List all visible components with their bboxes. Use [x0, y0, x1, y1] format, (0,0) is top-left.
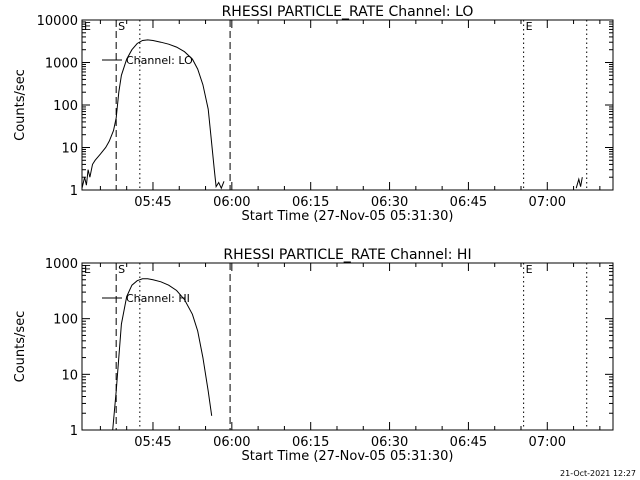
marker-label: E: [84, 263, 91, 276]
x-tick-label: 06:45: [450, 195, 487, 210]
y-axis-label: Counts/sec: [13, 311, 28, 383]
x-tick-label: 06:45: [450, 435, 487, 450]
marker-label: E: [84, 20, 91, 33]
x-tick-label: 06:15: [292, 435, 329, 450]
plot-frame: [81, 262, 614, 431]
y-tick-label: 1000: [45, 57, 78, 72]
footer-timestamp: 21-Oct-2021 12:27: [560, 469, 636, 478]
x-axis-label: Start Time (27-Nov-05 05:31:30): [242, 449, 454, 464]
y-tick-label: 10: [61, 368, 78, 383]
chart-panel-0: RHESSI PARTICLE_RATE Channel: LO 1 10 100 10…: [13, 4, 614, 224]
x-tick-label: 06:30: [371, 435, 408, 450]
x-tick-label: 05:45: [134, 435, 171, 450]
marker-label: S: [118, 20, 125, 33]
y-tick-label: 10000: [37, 14, 78, 29]
x-tick-label: 07:00: [529, 435, 566, 450]
series-line: [112, 278, 213, 431]
x-tick-label: 07:00: [529, 195, 566, 210]
series-line: [81, 39, 225, 190]
marker-label: S: [118, 263, 125, 276]
plot-frame: [81, 19, 614, 191]
chart-panel-1: RHESSI PARTICLE_RATE Channel: HI 1 10 100 10…: [13, 247, 614, 464]
chart-title: RHESSI PARTICLE_RATE Channel: HI: [223, 247, 471, 263]
legend-label: Channel: LO: [126, 54, 193, 67]
x-tick-label: 06:15: [292, 195, 329, 210]
marker-label: E: [526, 263, 533, 276]
series-line: [575, 177, 583, 189]
y-tick-label: 1: [70, 424, 78, 439]
y-tick-label: 10: [61, 142, 78, 157]
marker-label: E: [526, 20, 533, 33]
chart-title: RHESSI PARTICLE_RATE Channel: LO: [222, 4, 474, 20]
x-tick-label: 06:00: [213, 195, 250, 210]
x-tick-label: 05:45: [134, 195, 171, 210]
y-tick-label: 100: [53, 313, 78, 328]
y-tick-label: 1000: [45, 257, 78, 272]
x-tick-label: 06:30: [371, 195, 408, 210]
x-axis-label: Start Time (27-Nov-05 05:31:30): [242, 209, 454, 224]
y-tick-label: 100: [53, 99, 78, 114]
y-axis-label: Counts/sec: [13, 69, 28, 141]
x-tick-label: 06:00: [213, 435, 250, 450]
legend-label: Channel: HI: [126, 292, 190, 305]
y-tick-label: 1: [70, 184, 78, 199]
